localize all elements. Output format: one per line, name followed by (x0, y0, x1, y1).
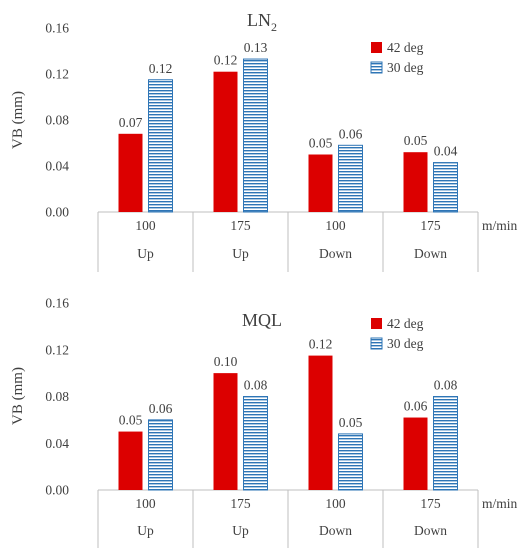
data-label: 0.05 (404, 133, 428, 148)
data-label: 0.08 (434, 378, 458, 393)
x-tick-label: 100 (325, 218, 346, 233)
y-tick-label: 0.12 (45, 67, 69, 82)
data-label: 0.06 (339, 126, 363, 141)
y-tick-label: 0.00 (45, 483, 69, 498)
data-label: 0.05 (119, 413, 143, 428)
x-tick-label: 175 (420, 496, 441, 511)
data-label: 0.10 (214, 354, 238, 369)
bar-series2 (338, 144, 363, 213)
chart-title-main: LN (247, 10, 271, 30)
legend-label-2: 30 deg (387, 60, 424, 75)
x-group-label: Down (319, 523, 352, 538)
data-label: 0.12 (149, 61, 173, 76)
data-label: 0.12 (214, 53, 238, 68)
data-label: 0.04 (434, 144, 458, 159)
bar-series1 (403, 417, 428, 490)
x-tick-label: 175 (230, 218, 251, 233)
legend: 42 deg 30 deg (370, 40, 424, 75)
x-group-label: Up (232, 523, 249, 538)
legend-label-1: 42 deg (387, 316, 424, 331)
chart-title-subscript: 2 (271, 20, 277, 34)
legend-swatch-2 (370, 337, 383, 350)
x-axis-unit: m/min (482, 496, 518, 511)
y-tick-label: 0.16 (45, 296, 69, 311)
y-tick-label: 0.00 (45, 205, 69, 220)
y-tick-label: 0.08 (45, 113, 69, 128)
x-group-label: Down (319, 246, 352, 261)
data-label: 0.05 (309, 136, 333, 151)
bar-series1 (213, 373, 238, 490)
x-group-label: Up (137, 246, 154, 261)
bar-series1 (403, 152, 428, 212)
chart-panel-1: 0.00 0.04 0.08 0.12 0.16 VB (mm) 0.07 0.12 100 Up… (10, 10, 518, 272)
bar-series1 (118, 133, 143, 212)
bar-series2 (243, 58, 268, 213)
bar-series1 (308, 154, 333, 212)
legend-swatch-1 (371, 42, 382, 53)
y-tick-label: 0.16 (45, 21, 69, 36)
x-tick-label: 100 (135, 496, 156, 511)
legend: 42 deg 30 deg (370, 316, 424, 351)
chart-panel-2: 0.00 0.04 0.08 0.12 0.16 VB (mm) 0.05 0.06 100 Up… (10, 296, 518, 548)
data-label: 0.08 (244, 378, 268, 393)
y-tick-label: 0.04 (45, 159, 69, 174)
bar-series2 (433, 162, 458, 213)
data-label: 0.06 (404, 399, 428, 414)
bar-series1 (118, 431, 143, 490)
y-tick-label: 0.04 (45, 436, 69, 451)
bar-series2 (338, 433, 363, 491)
data-label: 0.06 (149, 401, 173, 416)
y-tick-label: 0.08 (45, 389, 69, 404)
legend-swatch-2 (370, 61, 383, 74)
legend-label-2: 30 deg (387, 336, 424, 351)
chart-title: MQL (242, 310, 282, 330)
y-axis-title: VB (mm) (10, 367, 26, 425)
y-tick-label: 0.12 (45, 342, 69, 357)
x-axis-unit: m/min (482, 218, 518, 233)
x-group-label: Up (232, 246, 249, 261)
x-tick-label: 100 (135, 218, 156, 233)
x-group-label: Down (414, 523, 447, 538)
data-label: 0.07 (119, 115, 143, 130)
legend-swatch-1 (371, 318, 382, 329)
x-tick-label: 175 (230, 496, 251, 511)
chart-title: LN2 (247, 10, 277, 34)
x-group-label: Down (414, 246, 447, 261)
data-label: 0.12 (309, 337, 333, 352)
y-axis-title: VB (mm) (10, 91, 26, 149)
x-tick-label: 175 (420, 218, 441, 233)
bar-series2 (243, 396, 268, 491)
bar-series2 (148, 79, 173, 213)
x-group-label: Up (137, 523, 154, 538)
data-label: 0.05 (339, 415, 363, 430)
bar-series1 (308, 355, 333, 490)
chart-title-main: MQL (242, 310, 282, 330)
bar-series1 (213, 71, 238, 212)
bar-series2 (148, 419, 173, 491)
legend-label-1: 42 deg (387, 40, 424, 55)
data-label: 0.13 (244, 40, 268, 55)
bar-series2 (433, 396, 458, 491)
x-tick-label: 100 (325, 496, 346, 511)
